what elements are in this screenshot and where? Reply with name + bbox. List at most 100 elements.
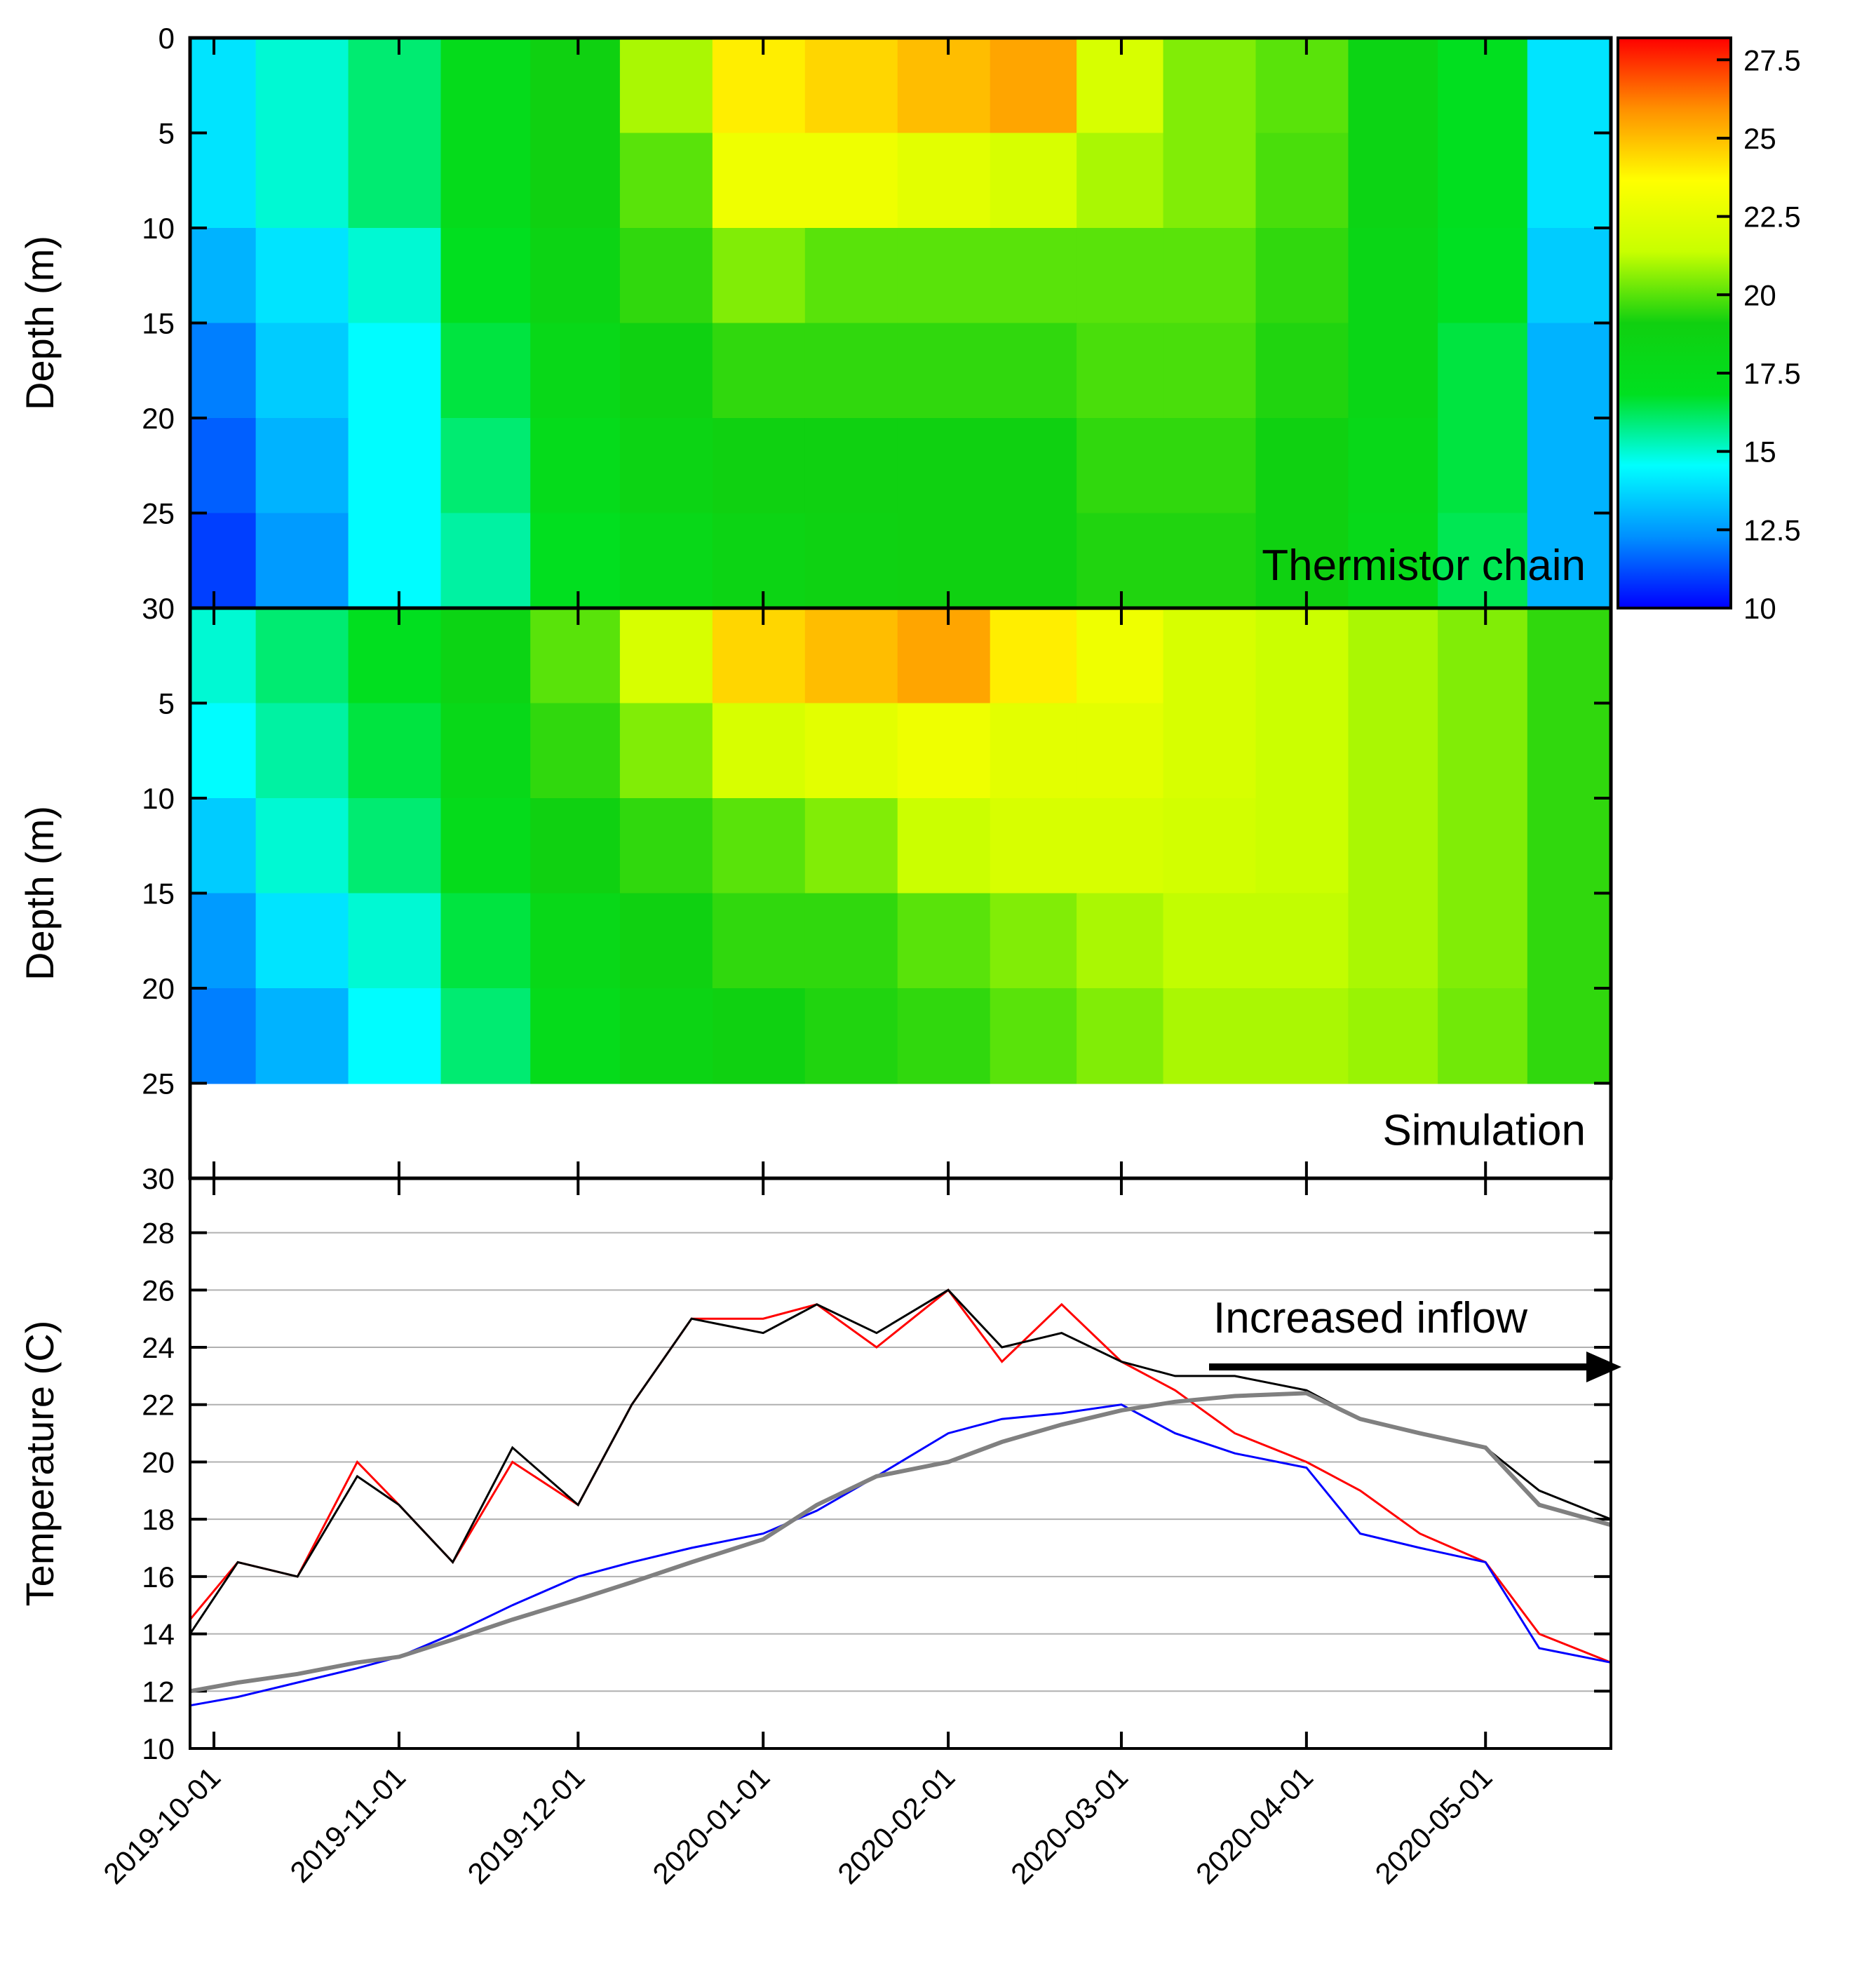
heatmap-cell [712, 798, 806, 894]
heatmap-cell [440, 988, 532, 1084]
heatmap-cell [990, 798, 1078, 894]
plot-frame [189, 1177, 1612, 1750]
heatmap-cell [440, 513, 532, 609]
heatmap-cell [1255, 418, 1349, 514]
heatmap-cell [1348, 798, 1439, 894]
heatmap-cell [1348, 323, 1439, 419]
heatmap-cell [530, 608, 621, 704]
y-tick-label: 5 [158, 117, 175, 150]
heatmap-cell [255, 513, 349, 609]
heatmap-cell [1255, 988, 1349, 1084]
heatmap-cell [190, 133, 257, 229]
heatmap-cell [804, 418, 898, 514]
y-tick-label: 15 [142, 307, 175, 340]
heatmap-cells [190, 38, 1612, 609]
heatmap-cell [804, 798, 898, 894]
annotation-arrowhead [1586, 1352, 1621, 1382]
y-tick-label: 15 [142, 877, 175, 910]
heatmap-cell [1527, 608, 1612, 704]
y-tick-label: 10 [142, 782, 175, 815]
heatmap-cell [712, 513, 806, 609]
heatmap-cell [190, 703, 257, 799]
y-tick-label: 24 [142, 1331, 175, 1364]
y-tick-label: 30 [142, 1162, 175, 1195]
heatmap-cell [348, 893, 442, 989]
heatmap-cell [440, 133, 532, 229]
heatmap-cell [348, 418, 442, 514]
colorbar-tick-label: 27.5 [1743, 43, 1801, 76]
heatmap-cell [1077, 418, 1164, 514]
heatmap-cell [1438, 608, 1528, 704]
line-series [189, 1403, 1612, 1707]
heatmap-cell [712, 228, 806, 324]
x-tick-label: 2019-12-01 [461, 1760, 591, 1890]
heatmap-cell [1438, 38, 1528, 134]
heatmap-cell [255, 418, 349, 514]
x-tick-label: 2020-04-01 [1189, 1760, 1319, 1890]
heatmap-cell [255, 798, 349, 894]
heatmap-cell [1438, 418, 1528, 514]
heatmap-cell [619, 893, 713, 989]
heatmap-cell [619, 513, 713, 609]
x-tick-label: 2019-11-01 [283, 1760, 412, 1889]
heatmap-cell [712, 703, 806, 799]
heatmap-cell [990, 418, 1078, 514]
heatmap-cell [1348, 513, 1439, 609]
heatmap-cell [348, 988, 442, 1084]
heatmap-cell [990, 133, 1078, 229]
y-tick-label: 5 [158, 687, 175, 720]
heatmap-cell [190, 323, 257, 419]
heatmap-cell [440, 38, 532, 134]
heatmap-cell [530, 323, 621, 419]
heatmap-cell [804, 703, 898, 799]
heatmap-cell [990, 323, 1078, 419]
heatmap-cell [530, 513, 621, 609]
heatmap-cell [897, 798, 991, 894]
heatmap-cell [712, 893, 806, 989]
heatmap-cell [1438, 798, 1528, 894]
heatmap-cell [440, 418, 532, 514]
x-tick-label: 2020-01-01 [646, 1760, 776, 1890]
heatmap-cell [712, 608, 806, 704]
heatmap-cell [1163, 38, 1257, 134]
heatmap-cell [897, 418, 991, 514]
heatmap-cell [190, 893, 257, 989]
line-series [189, 1288, 1612, 1664]
heatmap-cell [1348, 988, 1439, 1084]
heatmap-cell [1255, 323, 1349, 419]
heatmap-cell [1163, 988, 1257, 1084]
heatmap-cell [619, 38, 713, 134]
heatmap-cell [619, 228, 713, 324]
heatmap-cell [190, 608, 257, 704]
colorbar-tick-label: 20 [1743, 278, 1776, 311]
heatmap-cell [897, 133, 991, 229]
heatmap-cell [804, 228, 898, 324]
heatmap-cell [1527, 38, 1612, 134]
heatmap-cell [1438, 228, 1528, 324]
heatmap-cell [530, 703, 621, 799]
heatmap-cell [1527, 323, 1612, 419]
heatmap-cell [348, 38, 442, 134]
heatmap-cell [1077, 988, 1164, 1084]
heatmap-cell [530, 893, 621, 989]
heatmap-cell [1163, 133, 1257, 229]
colorbar-tick-label: 22.5 [1743, 201, 1801, 234]
heatmap-cell [897, 513, 991, 609]
heatmap-cell [990, 893, 1078, 989]
heatmap-cell [1527, 228, 1612, 324]
y-axis-title: Depth (m) [18, 806, 62, 980]
heatmap-cell [804, 988, 898, 1084]
y-axis-title: Temperature (C) [18, 1321, 62, 1607]
heatmap-cell [804, 133, 898, 229]
panel-label: Thermistor chain [1262, 541, 1586, 590]
colorbar-tick-label: 10 [1743, 592, 1776, 625]
heatmap-cell [1348, 38, 1439, 134]
y-tick-label: 25 [142, 1067, 175, 1100]
heatmap-cell [897, 703, 991, 799]
heatmap-cell [1255, 228, 1349, 324]
heatmap-cell [990, 38, 1078, 134]
y-tick-label: 18 [142, 1503, 175, 1536]
heatmap-cell [1163, 608, 1257, 704]
heatmap-cell [1255, 38, 1349, 134]
heatmap-cell [619, 988, 713, 1084]
